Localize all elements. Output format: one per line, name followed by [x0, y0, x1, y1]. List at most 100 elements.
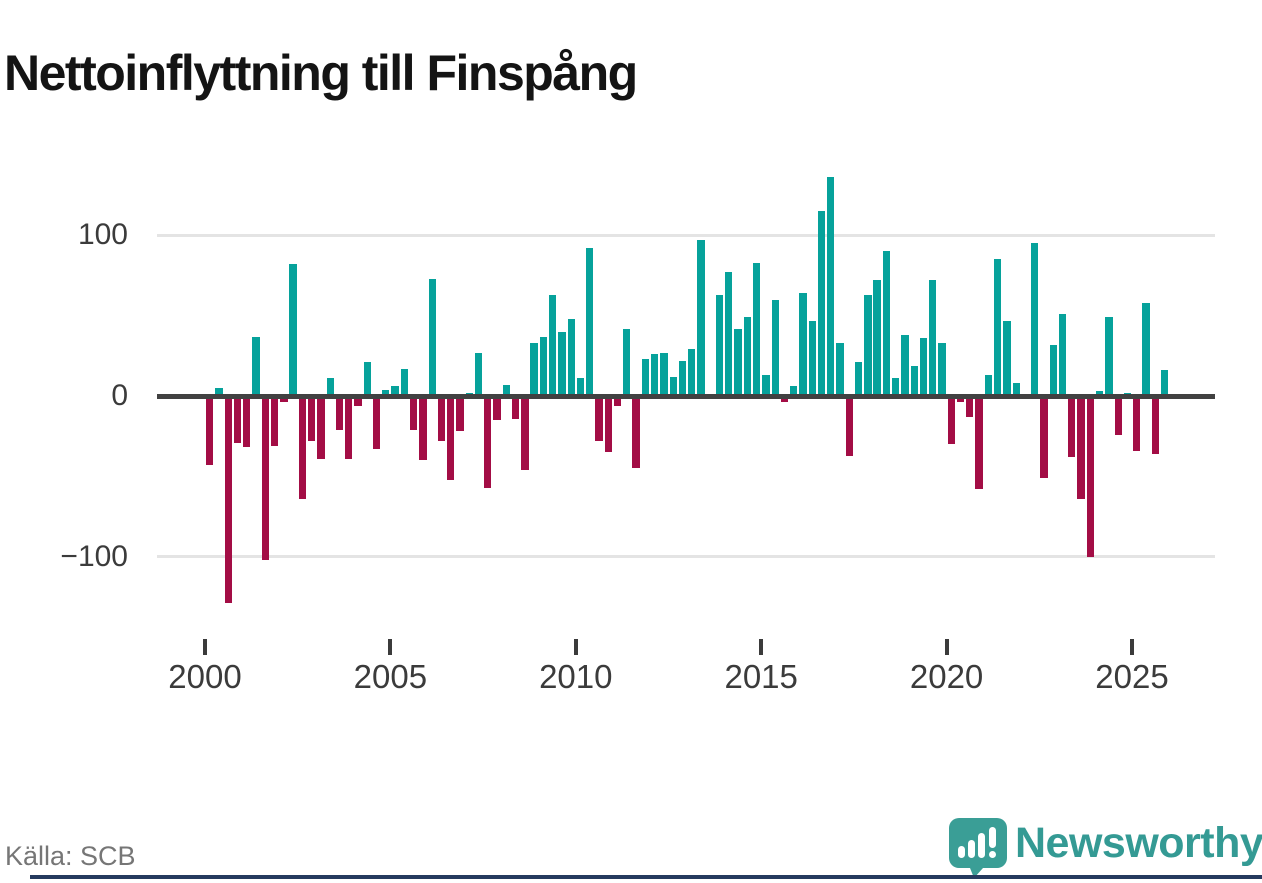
bar — [651, 354, 659, 396]
bar — [1031, 243, 1039, 396]
bar — [641, 359, 650, 396]
bar — [799, 293, 807, 396]
bar — [854, 362, 863, 396]
bar — [437, 396, 446, 441]
bar — [1040, 396, 1048, 478]
bar — [428, 278, 436, 396]
bar — [558, 331, 566, 396]
bar — [845, 396, 853, 456]
source-label: Källa: SCB — [5, 841, 136, 871]
bar — [502, 384, 510, 396]
bar — [604, 396, 612, 453]
bar — [678, 360, 687, 396]
bar — [938, 343, 946, 396]
bar — [993, 259, 1002, 396]
bar — [873, 280, 881, 396]
bar — [530, 343, 538, 396]
bar — [419, 396, 427, 461]
bar — [474, 352, 483, 396]
logo-bar-1 — [958, 846, 965, 858]
bar — [632, 396, 640, 469]
bar — [975, 396, 983, 490]
bar — [1068, 396, 1076, 458]
x-tick-2020 — [944, 639, 949, 655]
bar — [1160, 370, 1169, 396]
bar — [270, 396, 279, 446]
bar — [484, 396, 492, 488]
bar — [808, 320, 816, 396]
bar — [252, 336, 260, 396]
bar — [790, 386, 798, 396]
chart-title: Nettoinflyttning till Finspång — [4, 44, 638, 101]
y-axis-label-0: 0 — [111, 379, 128, 412]
bar — [752, 262, 761, 396]
y-axis-label-100: 100 — [77, 218, 128, 252]
bar — [345, 396, 353, 459]
newsworthy-logo[interactable]: Newsworthy — [947, 816, 1262, 878]
x-tick-2000 — [203, 639, 207, 655]
bar — [901, 334, 909, 396]
bar — [521, 396, 529, 470]
bar — [725, 272, 733, 396]
bar — [947, 396, 955, 445]
bar — [1114, 396, 1122, 435]
bar — [335, 396, 344, 430]
bar — [391, 386, 399, 396]
bar — [317, 396, 325, 459]
bar — [892, 378, 900, 396]
x-axis-label-2015: 2015 — [724, 658, 798, 695]
bar — [511, 396, 520, 419]
x-axis-label-2020: 2020 — [909, 658, 984, 695]
newsworthy-icon — [949, 818, 1007, 878]
bar — [409, 396, 418, 430]
bar — [493, 396, 501, 421]
bar — [623, 328, 631, 396]
bar — [372, 396, 381, 449]
bar — [660, 352, 668, 396]
bar — [243, 396, 251, 448]
bar — [1058, 314, 1067, 396]
bar — [576, 378, 585, 396]
bar — [447, 396, 455, 480]
x-axis-label-2000: 2000 — [168, 658, 242, 695]
x-tick-2015 — [759, 639, 764, 655]
bar — [595, 396, 603, 441]
bar — [669, 376, 677, 396]
bar — [1133, 396, 1141, 451]
logo-bar-2 — [968, 840, 975, 858]
bar — [261, 396, 269, 560]
x-tick-2010 — [573, 639, 578, 655]
bar — [817, 211, 826, 396]
bar — [827, 177, 835, 396]
bar — [966, 396, 974, 417]
bar — [567, 318, 575, 396]
gridline-100 — [157, 233, 1215, 237]
bar — [206, 396, 214, 466]
bar — [1105, 317, 1113, 396]
bar — [836, 343, 844, 396]
bar — [762, 375, 770, 396]
bar — [289, 264, 297, 396]
bar — [1077, 396, 1085, 499]
bar — [549, 294, 557, 396]
bar — [586, 248, 594, 396]
gridline--100 — [157, 555, 1215, 559]
bar — [298, 396, 307, 499]
logo-exclamation-dot — [989, 851, 996, 858]
bar — [539, 336, 548, 396]
bar — [456, 396, 464, 432]
bar — [771, 299, 779, 396]
bar — [882, 251, 891, 396]
x-axis-label-2005: 2005 — [353, 658, 428, 695]
zero-line — [157, 393, 1215, 399]
bar — [400, 368, 409, 396]
newsworthy-wordmark: Newsworthy — [1015, 819, 1262, 867]
bar — [326, 378, 334, 396]
bar — [1012, 383, 1020, 396]
bar — [743, 317, 752, 396]
x-tick-2025 — [1130, 639, 1134, 655]
bar — [215, 388, 223, 396]
bar — [1086, 396, 1094, 557]
y-axis-label--100: −100 — [60, 539, 128, 573]
